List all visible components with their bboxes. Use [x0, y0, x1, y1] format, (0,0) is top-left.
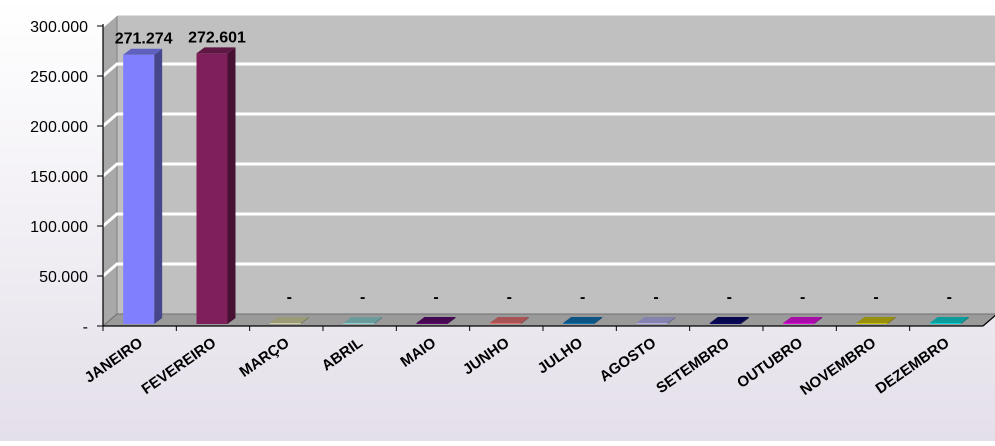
bar-side [887, 317, 896, 324]
bar-side [154, 48, 163, 324]
bar [783, 323, 815, 324]
bar [123, 54, 155, 324]
x-category-label: NOVEMBRO [797, 334, 879, 399]
y-tick-label: 150.000 [30, 169, 88, 186]
y-tick-label: 50.000 [39, 269, 88, 286]
bar [563, 323, 595, 324]
bar-top [709, 317, 749, 323]
bar-top [343, 317, 383, 323]
data-label: - [800, 289, 805, 306]
x-category-label: JANEIRO [82, 334, 147, 386]
bar-side [960, 317, 969, 324]
data-label: - [873, 289, 878, 306]
bar [929, 323, 961, 324]
bar-top [196, 47, 236, 54]
gridline [102, 262, 995, 278]
data-label: - [507, 289, 512, 306]
bar [416, 323, 448, 324]
x-category-label: FEVEREIRO [139, 334, 220, 398]
data-label: - [580, 289, 585, 306]
bar [636, 323, 668, 324]
y-tick-label: 300.000 [30, 19, 88, 36]
y-tick-label: 250.000 [30, 69, 88, 86]
gridline [102, 212, 995, 228]
bar-top [856, 317, 896, 323]
gridline [102, 112, 995, 128]
bar-side [374, 317, 383, 324]
data-label: 271.274 [115, 31, 173, 48]
gridline [102, 62, 995, 78]
x-category-label: MAIO [397, 334, 439, 371]
data-label: - [287, 289, 292, 306]
bar-top [783, 317, 823, 323]
y-tick-label: 200.000 [30, 119, 88, 136]
bar-side [667, 317, 676, 324]
data-label: - [360, 289, 365, 306]
y-tick-label: 100.000 [30, 219, 88, 236]
bar-side [447, 317, 456, 324]
bar-top [563, 317, 603, 323]
bar-side [814, 317, 823, 324]
x-category-label: DEZEMBRO [873, 334, 953, 397]
bar-side [520, 317, 529, 324]
data-label: - [653, 289, 658, 306]
bar-top [929, 317, 969, 323]
data-label: 272.601 [188, 29, 246, 46]
bar-side [594, 317, 603, 324]
x-category-label: JULHO [535, 334, 587, 377]
bar-top [416, 317, 456, 323]
bar-side [227, 47, 236, 325]
bar [343, 323, 375, 324]
bar [196, 53, 228, 325]
bar-top [269, 317, 309, 323]
gridline [102, 162, 995, 178]
data-label: - [947, 289, 952, 306]
bar [269, 323, 301, 324]
gridline [102, 12, 995, 28]
bar-side [740, 317, 749, 324]
x-category-label: JUNHO [460, 334, 513, 378]
data-label: - [727, 289, 732, 306]
x-category-label: MARÇO [236, 334, 292, 381]
bar-side [300, 317, 309, 324]
x-category-label: SETEMBRO [653, 334, 733, 397]
bar-top [123, 48, 163, 55]
x-category-label: OUTUBRO [734, 334, 806, 392]
bar [856, 323, 888, 324]
x-category-label: AGOSTO [597, 334, 660, 385]
y-tick-label: - [83, 319, 88, 336]
bar [709, 323, 741, 324]
bar-top [636, 317, 676, 323]
x-category-label: ABRIL [319, 334, 366, 374]
bar [489, 323, 521, 324]
data-label: - [433, 289, 438, 306]
bar-top [489, 317, 529, 323]
